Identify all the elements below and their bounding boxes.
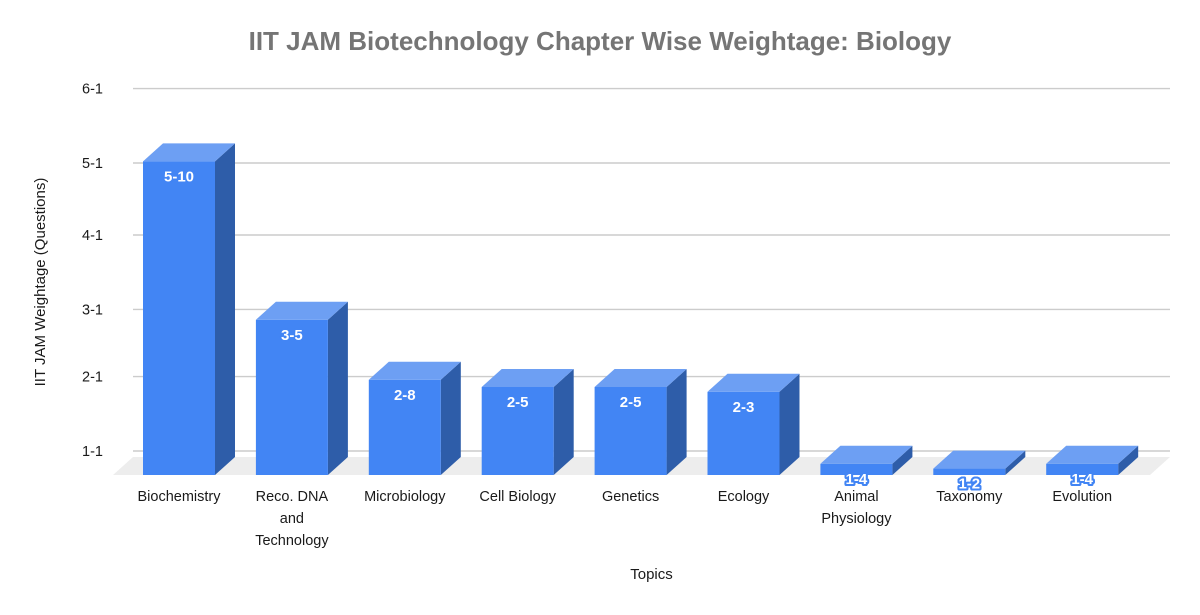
bar-front-face — [594, 387, 667, 475]
x-category-label: Cell Biology — [479, 489, 556, 505]
bar-value-label-halo: 1-4 — [1071, 471, 1093, 488]
x-category-label: Animal Physiology — [821, 489, 892, 527]
bar-value-label: 5-10 — [164, 168, 194, 185]
bar-ecology: 2-32-3 — [707, 373, 800, 475]
bar-value-label: 2-5 — [620, 394, 642, 411]
bar-top-face — [255, 301, 348, 320]
x-category-label: Biochemistry — [138, 489, 222, 505]
bar-front-face — [255, 319, 328, 475]
bar-front-face — [1046, 463, 1119, 475]
bar-value-label-halo: 5-10 — [164, 168, 194, 185]
bar-front-face — [143, 161, 215, 475]
bar-side-face — [327, 301, 348, 475]
bar-value-label-halo: 2-8 — [394, 387, 416, 404]
bar-side-face — [892, 445, 913, 475]
bar-value-label: 1-4 — [1071, 471, 1093, 488]
bar-side-face — [553, 369, 574, 475]
x-category-label: Microbiology — [364, 489, 446, 505]
bar-side-face — [1118, 445, 1139, 475]
x-axis-title: Topics — [630, 566, 673, 583]
bar-top-face — [481, 369, 574, 387]
bar-evolution: 1-41-4 — [1046, 445, 1139, 490]
bar-top-face — [933, 450, 1026, 469]
bar-side-face — [440, 361, 461, 475]
y-tick-label: 6-1 — [82, 82, 103, 98]
bar-value-label: 3-5 — [281, 327, 303, 344]
y-axis-title: IIT JAM Weightage (Questions) — [32, 177, 49, 387]
bar-side-face — [779, 373, 800, 475]
y-tick-label: 1-1 — [82, 444, 103, 460]
y-tick-label: 4-1 — [82, 228, 103, 244]
bar-front-face — [368, 379, 441, 475]
bar-side-face — [666, 369, 687, 475]
bar-front-face — [707, 391, 780, 475]
bar-front-face — [933, 468, 1006, 475]
bar-front-face — [820, 463, 893, 475]
bar-top-face — [143, 143, 235, 162]
bar-cell-biology: 2-52-5 — [481, 369, 574, 475]
bar-value-label-halo: 1-4 — [1071, 471, 1093, 488]
y-tick-label: 2-1 — [82, 370, 103, 386]
bar-value-label-halo: 1-4 — [846, 471, 868, 488]
bar-value-label-halo: 3-5 — [281, 327, 303, 344]
bar-genetics: 2-52-5 — [594, 369, 687, 475]
x-category-label: Reco. DNA and Technology — [255, 489, 329, 549]
bar-value-label: 1-4 — [1071, 471, 1093, 488]
bar-value-label: 1-2 — [958, 476, 980, 493]
y-tick-label: 5-1 — [82, 156, 103, 172]
x-category-label: Ecology — [718, 489, 770, 505]
bar-value-label: 2-3 — [733, 399, 755, 416]
bar-value-label-halo: 1-2 — [958, 476, 980, 493]
y-tick-label: 3-1 — [82, 302, 103, 318]
bar-value-label: 2-5 — [507, 394, 529, 411]
bar-animal-physiology: 1-41-4 — [820, 445, 913, 490]
bar-top-face — [594, 369, 687, 387]
bar-value-label: 2-8 — [394, 387, 416, 404]
bar-taxonomy: 1-21-2 — [933, 450, 1026, 495]
bar-value-label: 1-4 — [846, 471, 868, 488]
x-category-label: Genetics — [602, 489, 659, 505]
bar-value-label-halo: 1-2 — [958, 476, 980, 493]
bar-value-label: 1-4 — [846, 471, 868, 488]
bar-value-label-halo: 1-4 — [846, 471, 868, 488]
bar-front-face — [481, 387, 554, 475]
bar-biochemistry: 5-105-10 — [143, 143, 235, 475]
bar-value-label: 1-2 — [958, 476, 980, 493]
chart-title: IIT JAM Biotechnology Chapter Wise Weigh… — [248, 26, 952, 56]
bar-top-face — [368, 361, 461, 380]
bar-reco-dna-and-technology: 3-53-5 — [255, 301, 348, 475]
x-category-label: Taxonomy — [936, 489, 1003, 505]
bar-top-face — [707, 373, 800, 392]
bar-top-face — [1046, 445, 1139, 464]
bar-side-face — [215, 143, 235, 475]
bar-value-label-halo: 2-5 — [620, 394, 642, 411]
bar-top-face — [820, 445, 913, 464]
x-category-label: Evolution — [1052, 489, 1112, 505]
bar-microbiology: 2-82-8 — [368, 361, 461, 475]
bar-value-label-halo: 2-5 — [507, 394, 529, 411]
bar-side-face — [1005, 450, 1026, 475]
bar-value-label-halo: 2-3 — [733, 399, 755, 416]
